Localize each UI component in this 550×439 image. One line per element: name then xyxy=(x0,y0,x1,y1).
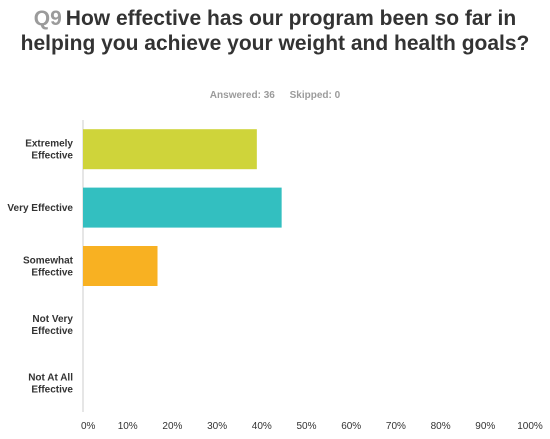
x-tick-label-50: 50% xyxy=(296,421,316,432)
category-label-3: Somewhat Effective xyxy=(23,256,74,279)
x-tick-label-80: 80% xyxy=(431,421,451,432)
x-tick-label-10: 10% xyxy=(118,421,138,432)
question-number: Q9 xyxy=(33,7,62,30)
x-tick-label-30: 30% xyxy=(207,421,227,432)
response-stats: Answered: 36 Skipped: 0 xyxy=(0,90,550,101)
x-tick-label-70: 70% xyxy=(386,421,406,432)
bar-2 xyxy=(83,187,282,228)
skipped-count: Skipped: 0 xyxy=(289,90,341,101)
answered-count: Answered: 36 xyxy=(209,90,275,101)
question-title: Q9 How effective has our program been so … xyxy=(20,6,530,56)
category-label-2: Very Effective xyxy=(7,203,73,214)
x-tick-label-0: 0% xyxy=(81,421,96,432)
x-tick-label-40: 40% xyxy=(252,421,272,432)
x-tick-label-90: 90% xyxy=(475,421,495,432)
category-label-1: Extremely Effective xyxy=(25,139,73,162)
x-tick-label-100: 100% xyxy=(517,421,543,432)
category-label-4: Not Very Effective xyxy=(31,314,73,337)
bar-3 xyxy=(83,246,158,286)
bar-1 xyxy=(83,129,257,170)
x-tick-label-60: 60% xyxy=(341,421,361,432)
x-tick-label-20: 20% xyxy=(162,421,182,432)
category-label-5: Not At All Effective xyxy=(28,372,73,395)
question-text: How effective has our program been so fa… xyxy=(20,7,530,55)
